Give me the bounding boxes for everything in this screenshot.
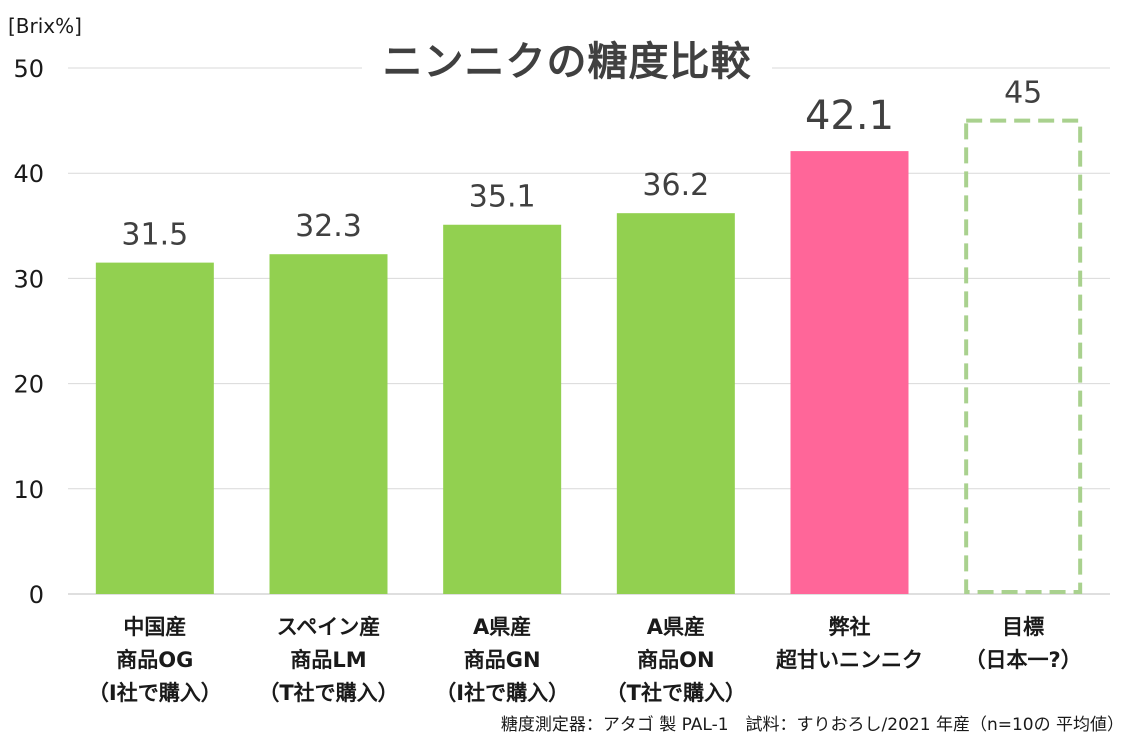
x-category-label: （I社で購入） [88, 681, 222, 705]
chart-title: ニンニクの糖度比較 [362, 36, 772, 88]
x-category-label: A県産 [647, 615, 705, 639]
y-tick-label: 0 [29, 581, 44, 609]
x-category-label: 商品OG [116, 648, 193, 672]
x-category-label: 商品LM [290, 648, 366, 672]
x-category-label: 商品ON [637, 648, 714, 672]
bar-value-label: 32.3 [295, 209, 362, 244]
chart-footnote: 糖度測定器：アタゴ 製 PAL-1 試料：すりおろし/2021 年産（n=10の… [500, 715, 1124, 735]
x-category-label: （T社で購入） [258, 681, 398, 705]
bar [269, 254, 388, 595]
x-category-label: A県産 [473, 615, 531, 639]
x-category-label: スペイン産 [277, 615, 381, 639]
x-category-label: 超甘いニンニク [776, 648, 923, 672]
y-tick-label: 20 [13, 371, 44, 399]
x-category-label: 弊社 [829, 615, 871, 639]
y-tick-label: 30 [13, 265, 44, 293]
x-category-label: 目標 [1002, 615, 1044, 639]
bar-value-label: 36.2 [642, 168, 709, 203]
bar-value-label: 45 [1004, 76, 1042, 111]
bar [443, 224, 562, 595]
x-category-label: 商品GN [464, 648, 541, 672]
x-category-label: （T社で購入） [606, 681, 746, 705]
bar-target [964, 118, 1083, 594]
y-tick-label: 10 [13, 476, 44, 504]
bar-value-label: 35.1 [469, 180, 536, 215]
y-axis-unit-label: [Brix%] [8, 14, 82, 38]
y-tick-label: 50 [13, 55, 44, 83]
x-category-label: （I社で購入） [435, 681, 569, 705]
bar [790, 151, 909, 594]
bar-value-label: 42.1 [805, 93, 894, 139]
y-tick-label: 40 [13, 160, 44, 188]
bar [95, 262, 214, 594]
x-category-label: （日本一?） [965, 648, 1082, 672]
bar [616, 213, 735, 594]
bar-value-label: 31.5 [121, 218, 188, 253]
x-category-label: 中国産 [123, 615, 186, 639]
